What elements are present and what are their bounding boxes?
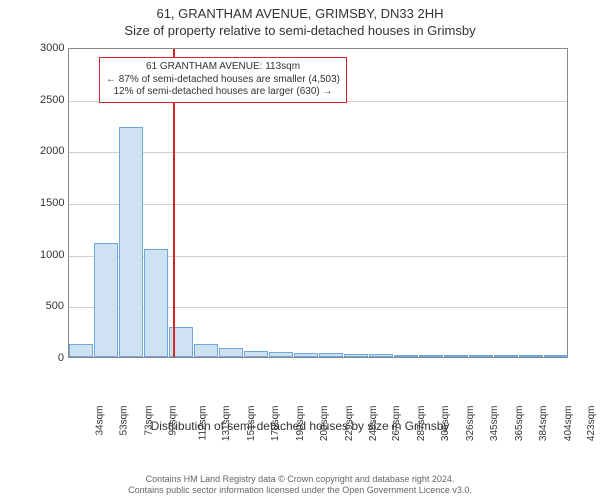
histogram-bar	[69, 344, 93, 357]
histogram-bar	[194, 344, 218, 357]
histogram-bar	[269, 352, 293, 357]
annotation-line2: ← 87% of semi-detached houses are smalle…	[106, 74, 340, 87]
histogram-bar	[494, 355, 518, 357]
y-tick-label: 1500	[40, 197, 64, 209]
histogram-bar	[219, 348, 243, 357]
histogram-bar	[444, 355, 468, 357]
chart-container: Number of semi-detached properties 61 GR…	[0, 40, 600, 435]
gridline	[69, 204, 567, 205]
y-tick-label: 2500	[40, 94, 64, 106]
histogram-bar	[469, 355, 493, 357]
y-tick-label: 2000	[40, 145, 64, 157]
histogram-bar	[294, 353, 318, 357]
histogram-bar	[244, 351, 268, 357]
x-axis-label: Distribution of semi-detached houses by …	[0, 419, 600, 433]
footer-line2: Contains public sector information licen…	[0, 485, 600, 496]
histogram-bar	[394, 355, 418, 357]
y-tick-label: 1000	[40, 249, 64, 261]
histogram-bar	[344, 354, 368, 357]
annotation-box: 61 GRANTHAM AVENUE: 113sqm← 87% of semi-…	[99, 57, 347, 103]
annotation-line3: 12% of semi-detached houses are larger (…	[106, 86, 340, 99]
histogram-bar	[319, 353, 343, 357]
y-tick-label: 0	[40, 352, 64, 364]
histogram-bar	[369, 354, 393, 357]
gridline	[69, 152, 567, 153]
footer-line1: Contains HM Land Registry data © Crown c…	[0, 474, 600, 485]
histogram-bar	[419, 355, 443, 357]
annotation-line1: 61 GRANTHAM AVENUE: 113sqm	[106, 61, 340, 74]
histogram-bar	[119, 127, 143, 357]
page-title-line2: Size of property relative to semi-detach…	[0, 23, 600, 38]
y-tick-label: 3000	[40, 42, 64, 54]
footer-attribution: Contains HM Land Registry data © Crown c…	[0, 474, 600, 497]
y-tick-label: 500	[40, 300, 64, 312]
plot-area: 61 GRANTHAM AVENUE: 113sqm← 87% of semi-…	[68, 48, 568, 358]
histogram-bar	[544, 355, 568, 357]
histogram-bar	[519, 355, 543, 357]
histogram-bar	[144, 249, 168, 358]
histogram-bar	[94, 243, 118, 357]
page-title-line1: 61, GRANTHAM AVENUE, GRIMSBY, DN33 2HH	[0, 6, 600, 21]
